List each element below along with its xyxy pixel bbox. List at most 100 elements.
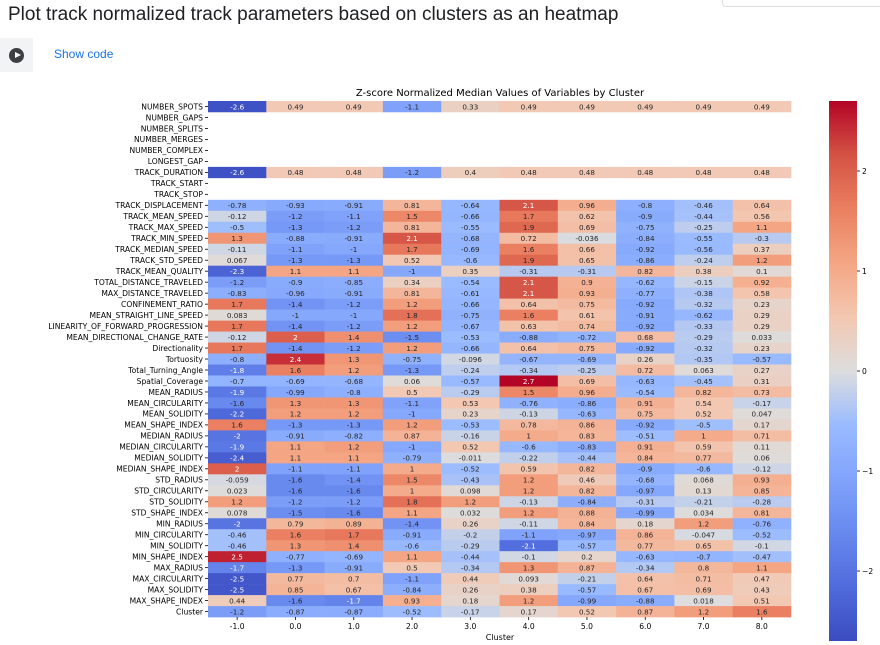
heatmap-cell (324, 101, 384, 113)
heatmap-cell (266, 210, 325, 223)
cell-value-label: -0.92 (636, 421, 655, 430)
cell-value-label: 0.82 (637, 267, 653, 276)
y-tick-label: NUMBER_SPLITS (141, 124, 203, 133)
heatmap-cell (499, 320, 559, 332)
y-tick-label: TRACK_MIN_SPEED (130, 234, 203, 243)
heatmap-cell (324, 221, 384, 234)
heatmap-cell (324, 408, 384, 420)
heatmap-cell (732, 595, 792, 607)
cell-value-label: 0.91 (637, 399, 653, 408)
heatmap-cell (616, 265, 675, 277)
heatmap-cell (499, 375, 559, 387)
cell-value-label: -1.1 (347, 465, 361, 474)
heatmap-cell (674, 518, 733, 530)
cell-value-label: 0.13 (696, 487, 712, 496)
cell-value-label: 2.1 (406, 234, 417, 243)
cell-value-label: -0.57 (753, 355, 772, 364)
heatmap-cell (732, 221, 792, 234)
heatmap-cell (208, 287, 267, 299)
heatmap-cell (382, 573, 442, 585)
heatmap-cell (441, 309, 500, 321)
heatmap-cell (557, 408, 617, 420)
cell-value-label: -1.1 (522, 531, 536, 540)
cell-value-label: 0.73 (754, 388, 770, 397)
x-tick-label: 2.0 (406, 622, 418, 631)
cell-value-label: 1.7 (231, 300, 242, 309)
cell-value-label: -0.69 (344, 552, 363, 561)
colorbar-tick-label: 0 (862, 367, 867, 376)
cell-value-label: -0.86 (636, 256, 655, 265)
y-tick-label: STD_SHAPE_INDEX (131, 509, 203, 518)
cell-value-label: 0.067 (227, 256, 248, 265)
heatmap-cell (557, 562, 617, 574)
heatmap-cell (732, 101, 792, 113)
heatmap-cell (499, 562, 559, 574)
heatmap-cell (382, 309, 442, 321)
cell-value-label: -0.92 (636, 245, 655, 254)
cell-value-label: -0.82 (344, 432, 363, 441)
y-tick-label: Directionality (152, 344, 203, 353)
heatmap-cell (208, 101, 267, 113)
heatmap-cell (557, 309, 617, 321)
heatmap-cell (557, 452, 617, 464)
run-cell-button[interactable] (0, 38, 33, 72)
heatmap-cell (266, 353, 325, 365)
cell-value-label: -0.97 (636, 487, 655, 496)
cell-value-label: 0.58 (754, 289, 770, 298)
cell-value-label: 0.84 (637, 454, 653, 463)
heatmap-cell (732, 584, 792, 596)
cell-value-label: -1.7 (230, 563, 244, 572)
y-tick-label: TRACK_MEDIAN_SPEED (114, 245, 203, 254)
cell-value-label: 1.2 (756, 256, 767, 265)
cell-value-label: -0.77 (286, 552, 305, 561)
cell-value-label: 1 (526, 432, 531, 441)
y-tick-label: STD_RADIUS (155, 476, 203, 485)
cell-value-label: -1 (408, 443, 415, 452)
heatmap-cell (441, 221, 500, 234)
show-code-link[interactable]: Show code (54, 47, 114, 61)
cell-value-label: 0.48 (754, 168, 770, 177)
cell-value-label: -0.69 (286, 377, 305, 386)
heatmap-cell (382, 221, 442, 234)
cell-value-label: 0.48 (346, 168, 362, 177)
cell-value-label: -1.2 (347, 223, 361, 232)
cell-value-label: -0.75 (636, 223, 655, 232)
cell-value-label: -0.44 (694, 212, 713, 221)
cell-value-label: -0.91 (286, 432, 305, 441)
heatmap-cell (382, 463, 442, 475)
heatmap-cell (674, 496, 733, 508)
heatmap-cell (499, 101, 559, 113)
play-icon (9, 48, 24, 63)
heatmap-cell (732, 430, 792, 442)
cell-value-label: -0.62 (636, 278, 655, 287)
heatmap-cell (208, 474, 267, 486)
cell-value-label: -0.047 (692, 531, 715, 540)
colorbar-tick-label: 1 (862, 267, 867, 276)
heatmap-cell (441, 320, 500, 332)
heatmap-cell (208, 199, 267, 212)
cell-value-label: 0.83 (579, 432, 595, 441)
heatmap-cell (557, 551, 617, 563)
heatmap-cell (266, 309, 325, 321)
heatmap-cell (441, 287, 500, 299)
cell-value-label: -0.56 (694, 245, 713, 254)
heatmap-cell (499, 573, 559, 585)
heatmap-cell (616, 441, 675, 453)
heatmap-cell (441, 606, 500, 618)
cell-value-label: -0.68 (344, 377, 363, 386)
cell-value-label: -1.3 (347, 256, 361, 265)
heatmap-cell (616, 342, 675, 354)
cell-value-label: -0.9 (638, 465, 652, 474)
heatmap-cell (382, 529, 442, 541)
cell-value-label: 0.44 (229, 596, 245, 605)
cell-value-label: -0.62 (694, 311, 713, 320)
cell-value-label: 0.93 (754, 476, 770, 485)
heatmap-cell (674, 320, 733, 332)
heatmap-cell (557, 375, 617, 387)
cell-value-label: -0.25 (578, 366, 597, 375)
heatmap-cell (732, 562, 792, 574)
heatmap-cell (616, 101, 675, 113)
cell-value-label: -0.11 (228, 245, 247, 254)
y-tick-label: MAX_SOLIDITY (148, 585, 204, 594)
cell-value-label: -1.5 (405, 333, 419, 342)
